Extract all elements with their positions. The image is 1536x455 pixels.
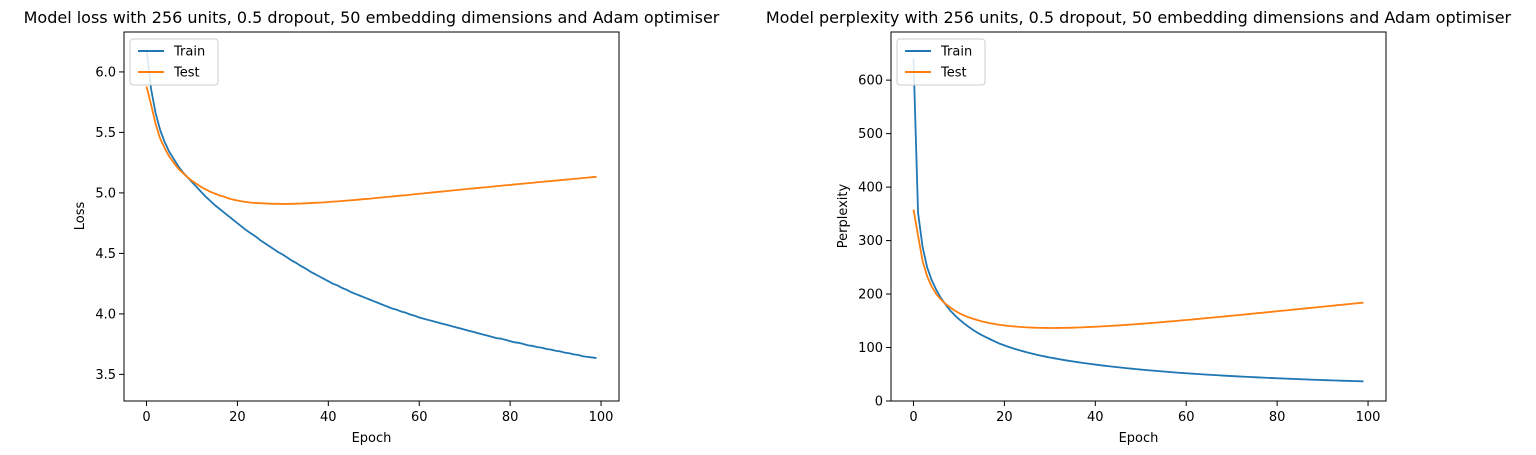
loss-y-tick-label: 6.0 xyxy=(95,65,116,80)
perplexity-legend-test-label: Test xyxy=(940,66,967,81)
loss-y-tick-label: 4.0 xyxy=(95,307,116,322)
loss-x-tick-label: 60 xyxy=(411,410,428,425)
perplexity-x-tick-label: 80 xyxy=(1269,410,1286,425)
perplexity-y-tick-label: 100 xyxy=(858,341,883,356)
loss-chart: Model loss with 256 units, 0.5 dropout, … xyxy=(24,8,720,446)
loss-plot-area xyxy=(123,31,620,402)
perplexity-plot-area xyxy=(890,31,1387,402)
perplexity-y-tick-label: 500 xyxy=(858,127,883,142)
perplexity-ticks: 0 20 40 60 80 100 0 100 200 300 400 500 600 xyxy=(858,74,1380,425)
loss-x-tick-label: 40 xyxy=(320,410,337,425)
loss-y-tick-label: 3.5 xyxy=(95,368,116,383)
loss-y-tick-label: 5.0 xyxy=(95,186,116,201)
loss-lines xyxy=(145,48,597,359)
perplexity-y-tick-label: 0 xyxy=(875,395,883,410)
perplexity-y-tick-label: 300 xyxy=(858,234,883,249)
perplexity-y-tick-label: 400 xyxy=(858,181,883,196)
loss-x-tick-label: 80 xyxy=(502,410,519,425)
loss-y-tick-label: 5.5 xyxy=(95,126,116,141)
perplexity-x-axis-label: Epoch xyxy=(1119,431,1159,446)
perplexity-x-tick-label: 100 xyxy=(1356,410,1381,425)
perplexity-y-tick-label: 600 xyxy=(858,74,883,89)
loss-train-line xyxy=(145,48,597,359)
perplexity-x-tick-label: 60 xyxy=(1178,410,1195,425)
perplexity-chart-title: Model perplexity with 256 units, 0.5 dro… xyxy=(766,8,1512,27)
loss-x-axis-label: Epoch xyxy=(352,431,392,446)
perplexity-y-axis-label: Perplexity xyxy=(836,183,851,248)
loss-legend: Train Test xyxy=(129,38,219,86)
perplexity-legend-train-label: Train xyxy=(940,45,972,60)
perplexity-test-line xyxy=(912,209,1364,329)
loss-x-tick-label: 20 xyxy=(229,410,246,425)
perplexity-x-tick-label: 20 xyxy=(996,410,1013,425)
loss-y-tick-label: 4.5 xyxy=(95,247,116,262)
loss-x-tick-label: 100 xyxy=(589,410,614,425)
perplexity-chart: Model perplexity with 256 units, 0.5 dro… xyxy=(766,8,1512,446)
perplexity-lines xyxy=(912,58,1364,383)
loss-y-axis-label: Loss xyxy=(73,202,88,231)
perplexity-train-line xyxy=(912,58,1364,383)
loss-chart-title: Model loss with 256 units, 0.5 dropout, … xyxy=(24,8,720,27)
perplexity-x-tick-label: 0 xyxy=(909,410,917,425)
perplexity-x-tick-label: 40 xyxy=(1087,410,1104,425)
perplexity-y-tick-label: 200 xyxy=(858,288,883,303)
loss-legend-train-label: Train xyxy=(173,45,205,60)
loss-legend-test-label: Test xyxy=(173,66,200,81)
loss-ticks: 0 20 40 60 80 100 3.5 4.0 4.5 5.0 5.5 6.0 xyxy=(95,65,613,425)
loss-test-line xyxy=(145,86,597,205)
perplexity-legend: Train Test xyxy=(896,38,986,86)
loss-x-tick-label: 0 xyxy=(142,410,150,425)
